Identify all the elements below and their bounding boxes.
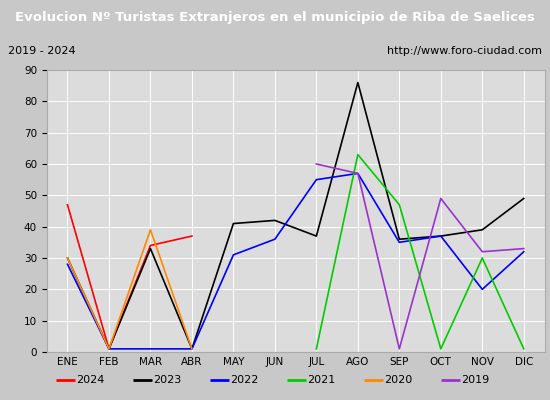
- Text: 2023: 2023: [153, 375, 182, 385]
- Text: 2019: 2019: [461, 375, 490, 385]
- Text: Evolucion Nº Turistas Extranjeros en el municipio de Riba de Saelices: Evolucion Nº Turistas Extranjeros en el …: [15, 12, 535, 24]
- Text: 2019 - 2024: 2019 - 2024: [8, 46, 76, 56]
- Text: 2020: 2020: [384, 375, 412, 385]
- Text: 2024: 2024: [76, 375, 104, 385]
- Text: 2021: 2021: [307, 375, 336, 385]
- Text: 2022: 2022: [230, 375, 258, 385]
- Text: http://www.foro-ciudad.com: http://www.foro-ciudad.com: [387, 46, 542, 56]
